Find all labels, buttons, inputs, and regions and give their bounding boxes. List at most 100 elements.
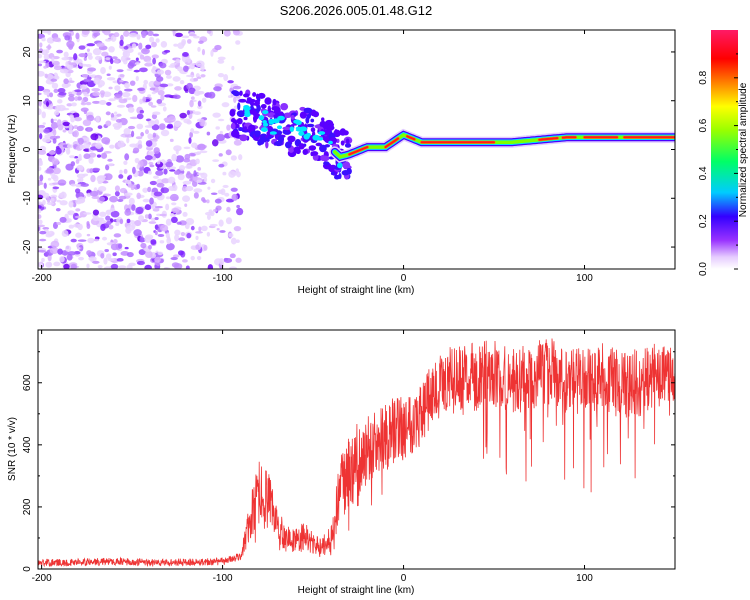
heatmap-cell (174, 170, 180, 175)
heatmap-cell (53, 110, 60, 116)
heatmap-cell (144, 250, 153, 259)
heatmap-cell (227, 80, 234, 84)
heatmap-cell (92, 91, 100, 97)
heatmap-cell (124, 82, 130, 89)
heatmap-cell (206, 199, 210, 204)
heatmap-cell (128, 32, 138, 38)
spectrogram-x-tick-label: 100 (576, 273, 593, 284)
heatmap-cell (154, 216, 159, 221)
heatmap-cell (56, 119, 62, 127)
heatmap-cell (165, 161, 174, 168)
heatmap-cell (182, 211, 188, 217)
ridge-core-red (384, 137, 400, 149)
heatmap-cell (59, 200, 68, 206)
heatmap-cell (81, 73, 89, 78)
heatmap-cell (142, 198, 150, 203)
snr-y-tick-label: 200 (22, 498, 33, 515)
colorbar-tick-label: 0.6 (698, 118, 709, 132)
heatmap-cell (147, 213, 152, 220)
heatmap-cell (117, 140, 125, 148)
heatmap-cell (38, 85, 45, 92)
heatmap-cell (295, 128, 304, 132)
heatmap-cell (178, 165, 186, 171)
heatmap-cell (225, 217, 233, 225)
heatmap-cell (75, 232, 82, 238)
heatmap-cell (179, 112, 187, 119)
heatmap-cell (186, 232, 192, 239)
heatmap-cell (108, 224, 114, 230)
heatmap-cell (289, 126, 295, 132)
heatmap-cell (260, 127, 268, 132)
heatmap-cell (61, 56, 70, 61)
heatmap-cell (152, 33, 160, 37)
heatmap-cell (223, 30, 231, 37)
heatmap-cell (90, 133, 99, 141)
heatmap-cell (189, 131, 193, 138)
heatmap-cell (195, 235, 199, 241)
heatmap-cell (306, 123, 315, 128)
heatmap-cell (161, 178, 170, 184)
heatmap-cell (144, 264, 152, 269)
heatmap-cell (86, 250, 92, 256)
heatmap-cell (92, 209, 100, 216)
heatmap-cell (136, 123, 144, 130)
heatmap-cell (73, 130, 79, 138)
heatmap-cell (298, 143, 305, 150)
heatmap-cell (219, 130, 223, 135)
heatmap-cell (165, 196, 171, 200)
heatmap-cell (190, 96, 195, 100)
heatmap-cell (92, 48, 102, 56)
heatmap-cell (105, 164, 110, 171)
heatmap-cell (126, 218, 131, 224)
heatmap-cell (221, 102, 230, 108)
heatmap-cell (274, 106, 281, 114)
heatmap-cell (243, 126, 248, 131)
heatmap-cell (141, 48, 150, 55)
heatmap-cell (67, 80, 75, 84)
heatmap-cell (322, 129, 330, 136)
heatmap-cell (177, 250, 184, 256)
heatmap-cell (213, 86, 222, 92)
heatmap-cell (305, 116, 310, 124)
heatmap-cell (38, 127, 45, 133)
heatmap-cell (193, 111, 201, 116)
heatmap-cell (136, 164, 140, 170)
heatmap-cell (108, 65, 112, 70)
heatmap-cell (132, 147, 140, 154)
heatmap-cell (83, 153, 91, 160)
heatmap-cell (38, 224, 46, 228)
heatmap-cell (95, 115, 100, 123)
snr-x-tick-label: -100 (213, 573, 233, 584)
heatmap-cell (145, 44, 152, 49)
heatmap-cell (206, 131, 211, 136)
heatmap-cell (67, 210, 71, 215)
heatmap-cell (153, 147, 160, 154)
heatmap-cell (177, 66, 183, 72)
heatmap-cell (82, 173, 89, 177)
heatmap-cell (303, 133, 310, 140)
heatmap-cell (69, 114, 74, 119)
snr-y-tick-label: 0 (22, 566, 33, 572)
heatmap-cell (123, 45, 129, 50)
heatmap-cell (203, 244, 208, 251)
heatmap-cell (116, 104, 126, 108)
heatmap-cell (89, 168, 94, 174)
heatmap-cell (75, 208, 81, 212)
heatmap-cell (38, 166, 42, 172)
heatmap-cell (38, 205, 42, 209)
heatmap-cell (97, 265, 103, 269)
heatmap-cell (105, 215, 111, 221)
heatmap-cell (206, 231, 211, 237)
heatmap-cell (86, 263, 90, 269)
heatmap-cell (232, 91, 241, 97)
heatmap-cell (199, 119, 205, 127)
heatmap-cell (38, 108, 42, 116)
heatmap-cell (127, 62, 135, 69)
heatmap-cell (76, 96, 83, 101)
heatmap-cell (228, 233, 234, 238)
heatmap-cell (133, 229, 142, 237)
heatmap-cell (108, 46, 115, 53)
heatmap-cell (42, 199, 46, 206)
